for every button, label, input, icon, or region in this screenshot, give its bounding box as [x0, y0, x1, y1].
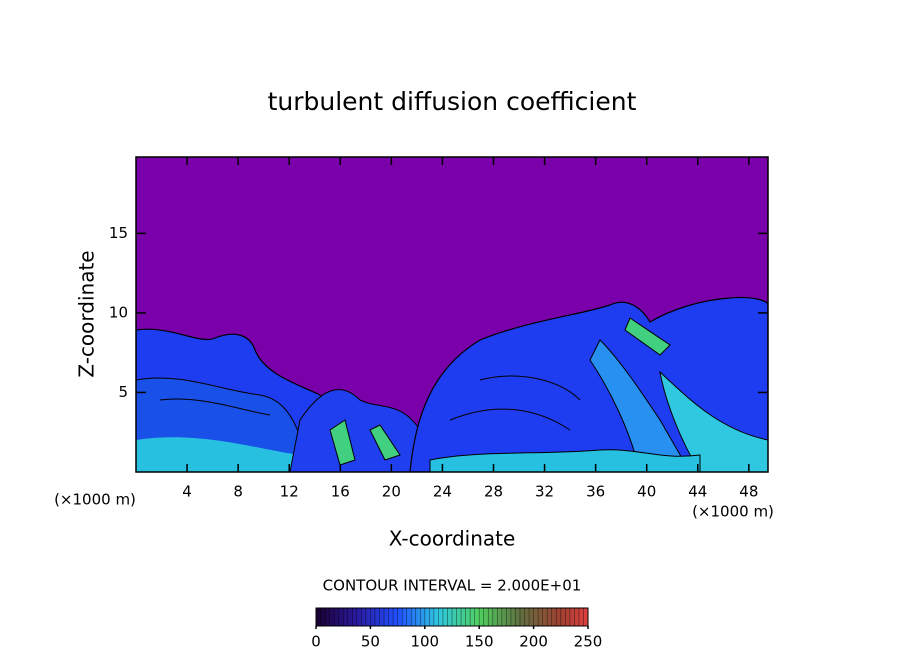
- x-tick-label: 44: [688, 483, 707, 501]
- y-unit-label: (×1000 m): [54, 491, 136, 509]
- colorbar-tick-label: 150: [465, 633, 494, 651]
- x-tick-label: 32: [535, 483, 554, 501]
- x-axis-label: X-coordinate: [389, 527, 516, 551]
- colorbar-tick-label: 50: [361, 633, 380, 651]
- contour-field: [136, 157, 768, 472]
- x-tick-label: 4: [182, 483, 192, 501]
- y-tick-label: 15: [109, 224, 128, 242]
- colorbar-tick-label: 250: [574, 633, 603, 651]
- x-tick-label: 12: [280, 483, 299, 501]
- x-tick-label: 8: [233, 483, 243, 501]
- x-tick-label: 36: [586, 483, 605, 501]
- contour-interval: CONTOUR INTERVAL = 2.000E+01: [323, 577, 582, 595]
- plot-frame: [135, 156, 769, 473]
- colorbar-tick-label: 100: [410, 633, 439, 651]
- x-tick-label: 24: [433, 483, 452, 501]
- y-axis-label: Z-coordinate: [75, 250, 99, 377]
- x-tick-label: 40: [637, 483, 656, 501]
- chart-title: turbulent diffusion coefficient: [268, 87, 637, 116]
- colorbar-tick-label: 0: [311, 633, 321, 651]
- colorbar-tick-label: 200: [519, 633, 548, 651]
- x-tick-label: 20: [382, 483, 401, 501]
- x-unit-label: (×1000 m): [692, 503, 774, 521]
- x-tick-label: 28: [484, 483, 503, 501]
- y-tick-label: 5: [118, 383, 128, 401]
- x-tick-label: 48: [739, 483, 758, 501]
- x-tick-label: 16: [331, 483, 350, 501]
- y-tick-label: 10: [109, 303, 128, 321]
